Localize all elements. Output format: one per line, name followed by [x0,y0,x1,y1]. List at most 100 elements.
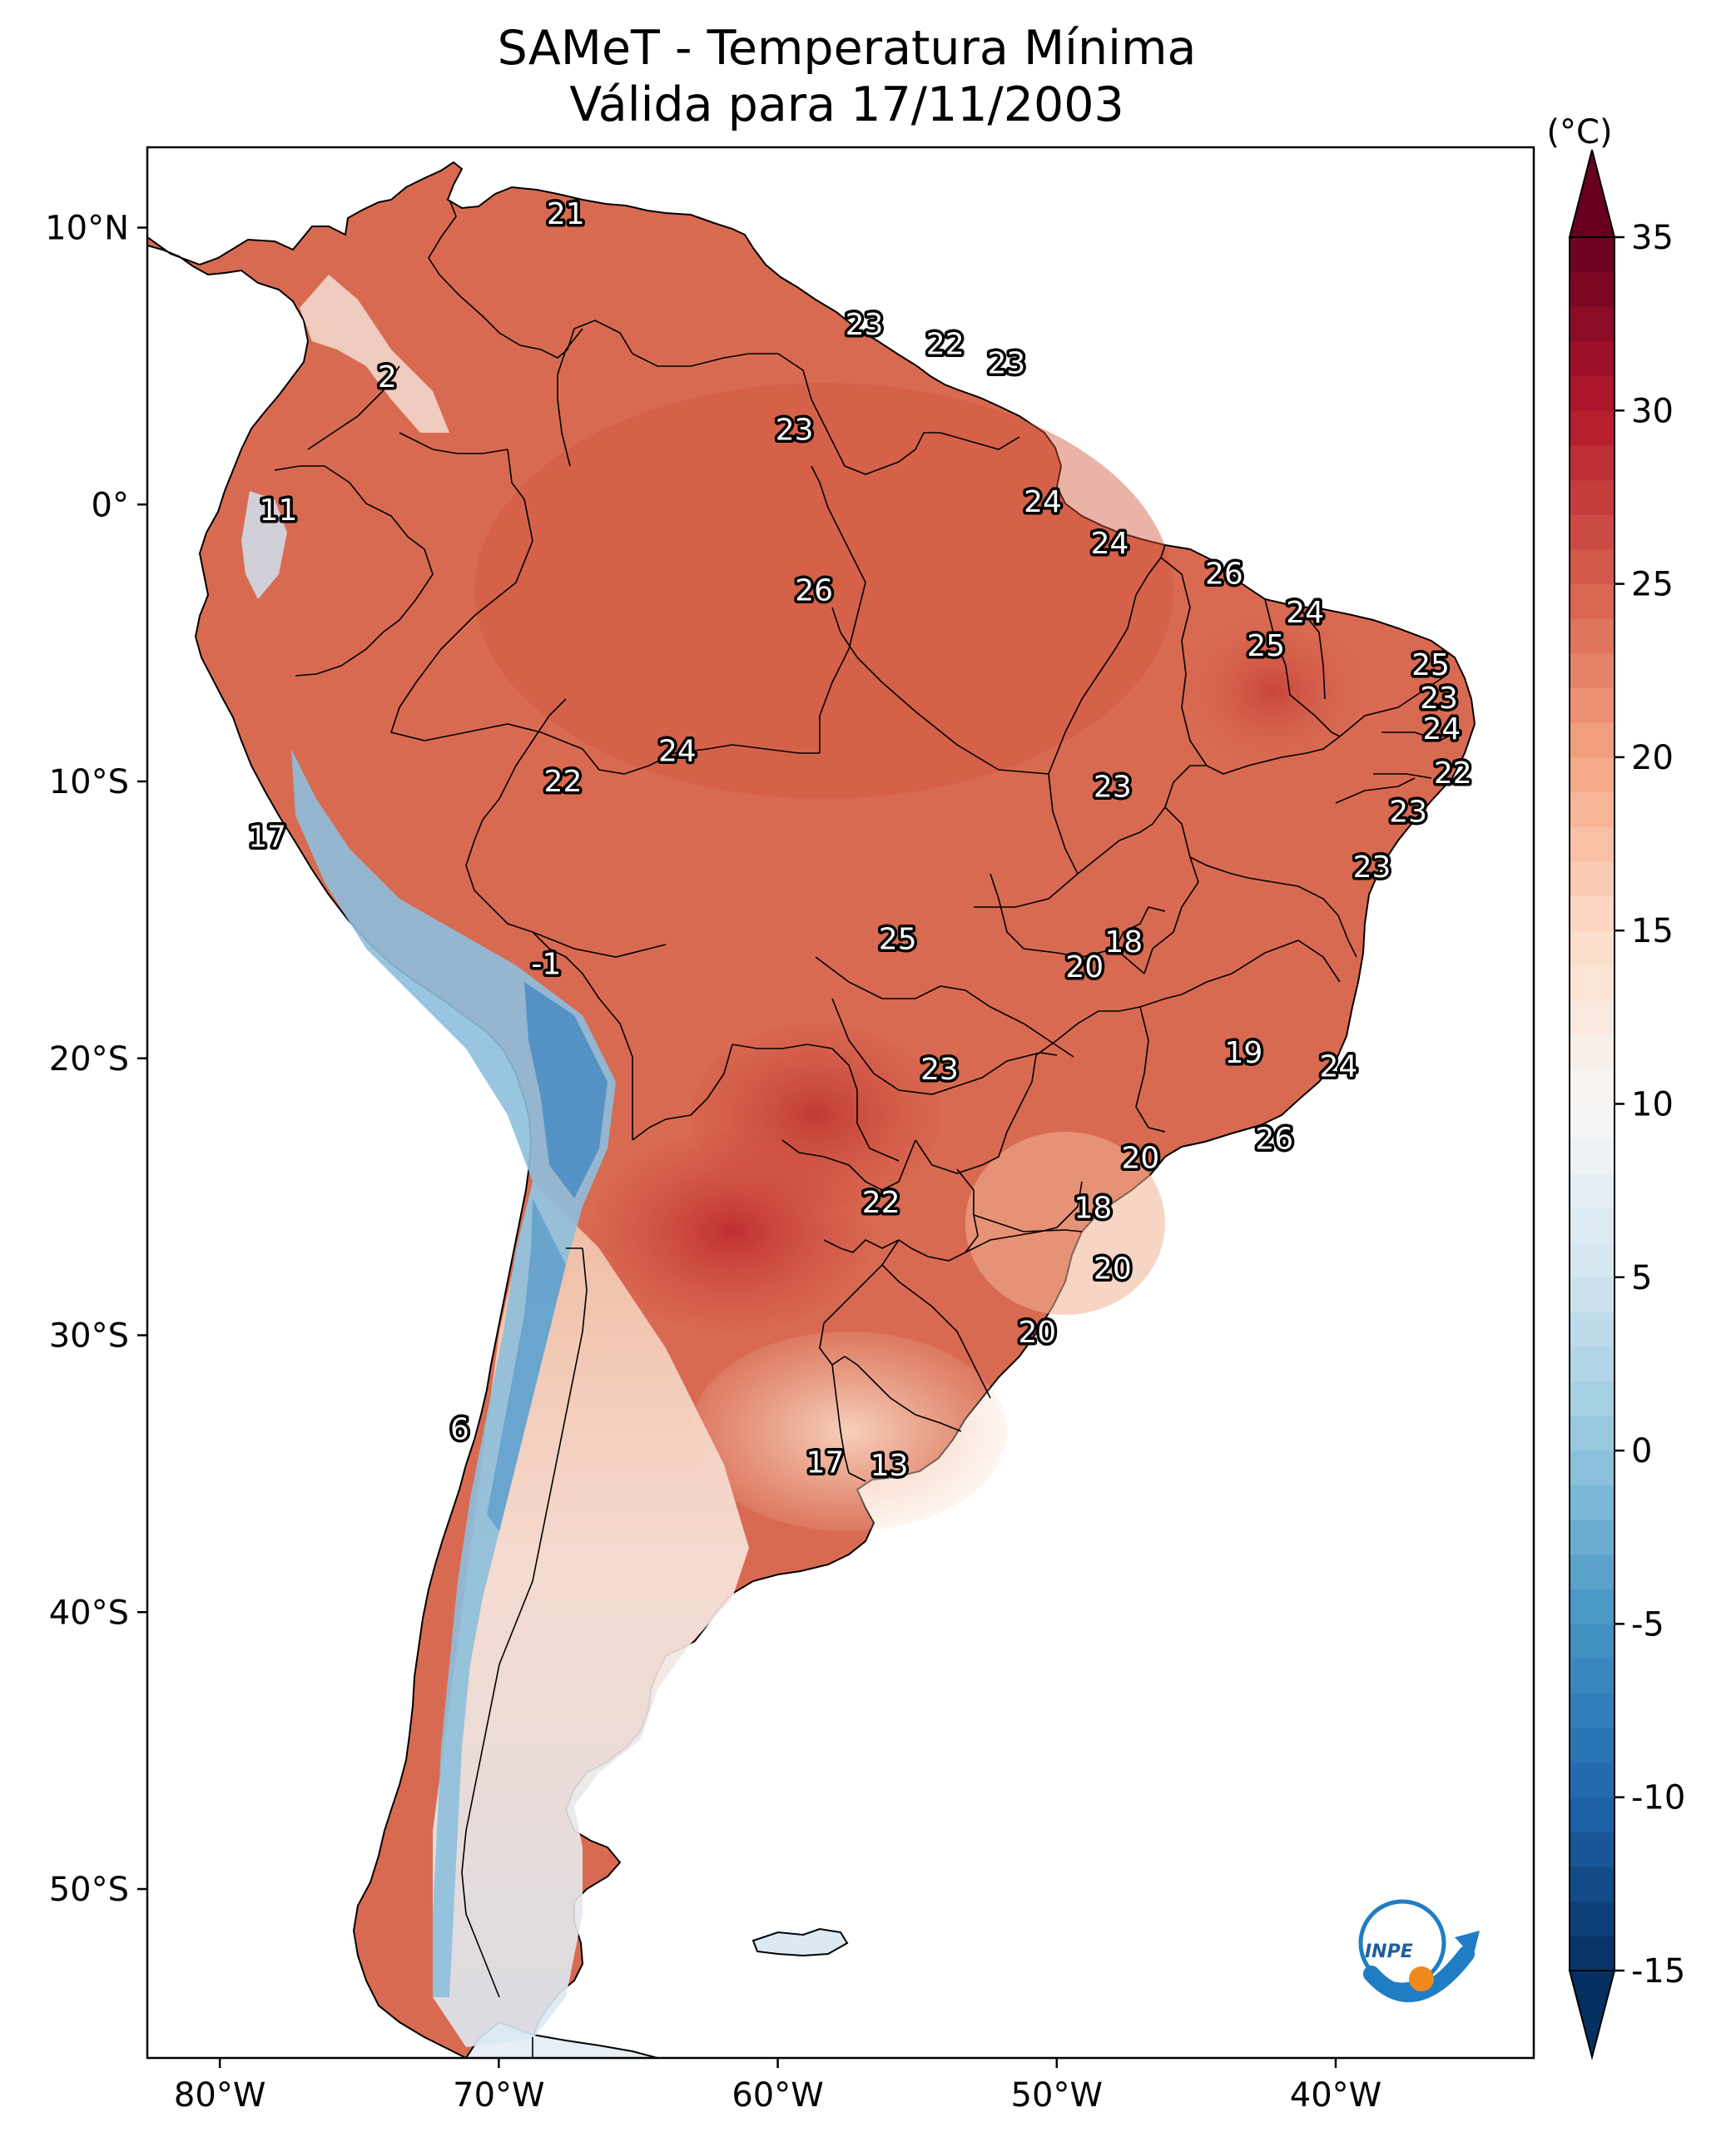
inpe-logo-text: INPE [1365,1941,1413,1962]
colorbar-band [1570,1693,1614,1728]
temperature-value-label: 23 [1420,682,1458,716]
temperature-value-label: 25 [879,923,917,957]
colorbar-band [1570,583,1614,619]
hot-region-chaco [591,1132,874,1331]
colorbar-tick-label: 25 [1631,566,1674,604]
y-tick-label: 40°S [49,1594,129,1632]
colorbar-band [1570,1207,1614,1243]
colorbar-band [1570,860,1614,897]
temperature-value-label: 2 [378,360,397,394]
temperature-value-label: 22 [862,1186,900,1220]
colorbar-band [1570,1659,1614,1694]
colorbar-band [1570,1103,1614,1139]
colorbar-band [1570,1346,1614,1382]
cold-region-central-andes [487,1198,566,1531]
temperature-value-label: 18 [1104,925,1143,959]
warm-region-amazon [474,383,1173,799]
temperature-value-label: 17 [806,1446,845,1480]
temperature-value-label: 26 [795,573,833,607]
colorbar-band [1570,375,1614,411]
colorbar-band [1570,1554,1614,1590]
colorbar-band [1570,618,1614,654]
very-cold-region-altiplano [524,982,608,1198]
temperature-value-label: 24 [1024,485,1062,519]
colorbar-band [1570,1867,1614,1902]
map-subtitle: Válida para 17/11/2003 [569,77,1124,132]
colorbar-band [1570,1901,1614,1936]
colorbar-band [1570,306,1614,342]
colorbar-band [1570,999,1614,1035]
temperature-value-label: -1 [531,948,561,982]
y-axis: 10°N 0° 10°S 20°S 30°S 40°S 50°S [45,209,147,1909]
colorbar-band [1570,514,1614,550]
temperature-value-label: 20 [1121,1142,1159,1176]
colorbar-band [1570,340,1614,377]
temperature-value-label: 20 [1094,1252,1132,1287]
colorbar-band [1570,1416,1614,1451]
colorbar-tick-label: 0 [1631,1432,1652,1470]
colorbar-unit-label: (°C) [1546,113,1612,151]
colorbar-band [1570,410,1614,446]
inpe-logo: INPE [1358,1899,1480,2002]
colorbar-band [1570,930,1614,966]
colorbar-band [1570,548,1614,585]
colorbar-band [1570,1312,1614,1347]
y-tick-label: 30°S [49,1317,129,1356]
temperature-value-label: 24 [1091,527,1129,561]
temperature-value-label: 23 [776,413,814,447]
temperature-value-label: 17 [248,821,286,855]
colorbar-band [1570,1450,1614,1486]
colorbar-band [1570,1589,1614,1624]
colorbar-tick-label: -10 [1631,1779,1685,1817]
cold-region-ecuador-andes [241,491,287,599]
colorbar-band [1570,826,1614,862]
colorbar-top-extension [1568,149,1616,238]
colorbar-band [1570,1381,1614,1417]
temperature-value-label: 13 [870,1449,909,1483]
colorbar-band [1570,791,1614,827]
inpe-logo-orbit [1358,1899,1446,1987]
x-tick-label: 70°W [453,2076,544,2115]
hot-region-northeast [1182,616,1365,766]
y-tick-label: 10°N [45,209,129,247]
temperature-value-label: 20 [1018,1316,1056,1350]
temperature-value-label: 21 [547,197,585,231]
inpe-logo-dot [1409,1966,1434,1991]
colorbar-tick-label: -15 [1631,1952,1685,1991]
colorbar-tick-label: -5 [1631,1605,1664,1644]
colorbar-band [1570,1520,1614,1555]
temperature-value-label: 26 [1255,1122,1293,1156]
temperature-value-label: 19 [1224,1036,1262,1070]
temperature-value-label: 22 [1434,756,1472,791]
colorbar-band [1570,1763,1614,1798]
colorbar-band [1570,687,1614,723]
colorbar-band [1570,1173,1614,1209]
colorbar-band [1570,1832,1614,1867]
temperature-value-label: 22 [544,765,583,799]
colorbar-bands [1570,237,1614,1971]
colorbar-band [1570,237,1614,273]
y-tick-label: 10°S [49,763,129,801]
x-tick-label: 40°W [1290,2076,1381,2115]
colorbar-band [1570,722,1614,758]
colorbar: 35 30 25 20 15 10 5 0 -5 -10 -15 (°C) [1546,113,1685,2060]
temperature-value-label: 23 [1389,796,1427,830]
inpe-logo-arrow-icon [1455,1931,1480,1957]
temperature-value-label: 24 [1422,712,1461,746]
inpe-logo-swoosh [1363,1946,1475,2002]
y-tick-label: 20°S [49,1040,129,1078]
colorbar-bottom-extension [1568,1970,1616,2060]
colorbar-band [1570,1485,1614,1521]
temperature-value-label: 22 [926,327,965,361]
x-axis: 80°W 70°W 60°W 50°W 40°W [174,2058,1381,2115]
colorbar-tick-label: 20 [1631,739,1674,777]
temperature-value-label: 20 [1065,950,1104,984]
cold-region-colombian-andes [300,275,449,433]
colorbar-tick-label: 30 [1631,392,1674,430]
temperature-value-label: 18 [1074,1191,1112,1225]
temperature-value-label: 26 [1205,557,1243,591]
colorbar-tick-label: 5 [1631,1259,1652,1297]
colorbar-band [1570,1728,1614,1763]
land-falklands [751,1927,849,1957]
colorbar-band [1570,1138,1614,1174]
